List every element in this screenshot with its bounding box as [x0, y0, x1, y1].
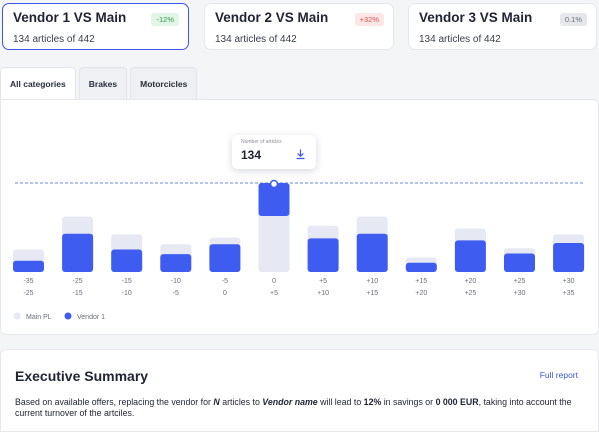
vendor1-bar — [111, 249, 143, 272]
tick-label-bottom: +10 — [317, 290, 329, 297]
vendor1-bar — [356, 233, 388, 272]
change-badge: 0.1% — [559, 13, 587, 26]
tick-label-bottom: -25 — [23, 290, 33, 297]
summary-text-part: , taking into account the current turnov… — [15, 397, 572, 418]
tooltip-value: 134 — [241, 148, 262, 162]
tick-label-bottom: +25 — [464, 290, 476, 297]
full-report-link[interactable]: Full report — [539, 370, 578, 380]
chart-tooltip: Number of articles 134 — [232, 135, 316, 169]
tick-label-bottom: -10 — [122, 290, 132, 297]
tick-label-bottom: +30 — [514, 290, 526, 297]
tab-motorcicles[interactable]: Motorcicles — [130, 67, 198, 100]
highlight-point — [269, 179, 279, 189]
tick-label-top: -25 — [73, 278, 83, 285]
change-badge: +32% — [354, 13, 384, 26]
tick-label-top: -10 — [171, 278, 181, 285]
vendor1-bar — [454, 240, 486, 272]
tick-label-top: 0 — [272, 278, 276, 285]
tick-label-bottom: 0 — [223, 290, 227, 297]
vendor-card-subtitle: 134 articles of 442 — [215, 34, 297, 45]
summary-text: Based on available offers, replacing the… — [15, 397, 580, 419]
tick-label-top: -5 — [222, 278, 228, 285]
vendor1-bar — [13, 260, 44, 272]
legend-swatch-vendor1 — [64, 312, 72, 320]
tab-brakes[interactable]: Brakes — [78, 67, 128, 100]
tick-label-bottom: +15 — [366, 290, 378, 297]
summary-vendor-name: Vendor name — [262, 397, 318, 407]
tick-label-bottom: +35 — [563, 290, 575, 297]
tick-label-top: +15 — [415, 278, 427, 285]
tick-label-top: +30 — [563, 278, 575, 285]
tick-label-bottom: -15 — [73, 290, 83, 297]
vendor1-bar — [405, 262, 437, 272]
summary-n: N — [213, 397, 220, 407]
summary-eur: 0 000 EUR — [435, 397, 479, 407]
tick-label-bottom: +5 — [270, 290, 278, 297]
vendor1-bar — [160, 254, 192, 272]
vendor-card-3[interactable]: Vendor 3 VS Main 134 articles of 442 0.1… — [408, 3, 597, 50]
vendor1-bar — [258, 183, 290, 216]
vendor-card-subtitle: 134 articles of 442 — [419, 34, 501, 45]
tick-label-top: -15 — [122, 278, 132, 285]
tick-label-bottom: +20 — [415, 290, 427, 297]
change-badge: -12% — [151, 13, 179, 26]
legend-label-main-pl: Main PL — [26, 314, 52, 321]
vendor1-bar — [62, 233, 94, 272]
vendor-card-1[interactable]: Vendor 1 VS Main 134 articles of 442 -12… — [2, 3, 189, 50]
tab-all-categories[interactable]: All categories — [0, 67, 76, 100]
executive-summary: Executive Summary Full report Based on a… — [0, 349, 599, 432]
tick-label-top: +10 — [366, 278, 378, 285]
tick-label-bottom: -5 — [173, 290, 179, 297]
summary-text-part: Based on available offers, replacing the… — [15, 397, 214, 407]
summary-text-part: in savings or — [381, 397, 436, 407]
legend-swatch-main-pl — [13, 312, 21, 320]
tick-label-top: +5 — [319, 278, 327, 285]
vendor-card-title: Vendor 1 VS Main — [13, 10, 127, 25]
vendor-card-title: Vendor 3 VS Main — [419, 10, 533, 25]
category-tabs: All categories Brakes Motorcicles — [0, 67, 200, 100]
tooltip-label: Number of articles — [241, 139, 282, 145]
vendor-card-title: Vendor 2 VS Main — [215, 10, 329, 25]
legend-label-vendor1: Vendor 1 — [77, 314, 105, 321]
summary-percent: 12% — [363, 397, 382, 407]
summary-title: Executive Summary — [15, 368, 149, 384]
download-icon[interactable] — [295, 149, 306, 160]
bar-chart: -35 -25 -25 -15 -15 -10 -10 -5 -5 0 0 +5 +5 +10 +10 +15… — [13, 179, 585, 321]
summary-text-part: articles to — [219, 397, 263, 407]
vendor1-bar — [504, 253, 535, 272]
vendor-card-2[interactable]: Vendor 2 VS Main 134 articles of 442 +32… — [204, 3, 394, 50]
vendor1-bar — [553, 242, 585, 272]
tick-label-top: -35 — [23, 278, 33, 285]
tick-label-top: +25 — [514, 278, 526, 285]
tick-label-top: +20 — [464, 278, 476, 285]
summary-text-part: will lead to — [317, 397, 364, 407]
vendor-card-subtitle: 134 articles of 442 — [13, 34, 95, 45]
vendor1-bar — [307, 238, 339, 272]
vendor1-bar — [209, 244, 241, 272]
